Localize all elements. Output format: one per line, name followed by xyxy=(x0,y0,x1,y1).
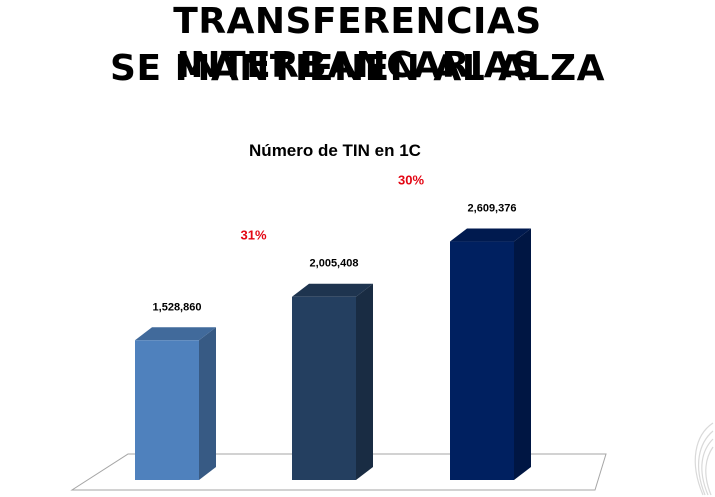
chart-title: Número de TIN en 1C xyxy=(249,141,421,160)
bar-3 xyxy=(450,228,531,480)
decorative-arc-icon xyxy=(694,422,714,496)
growth-label-2: 30% xyxy=(398,173,424,188)
bar-1-side xyxy=(199,327,216,480)
bar-2-top xyxy=(292,283,373,297)
bar-1-front xyxy=(135,340,199,480)
value-label-2: 2,005,408 xyxy=(310,258,359,270)
bar-2-side xyxy=(356,283,373,480)
growth-label-1: 31% xyxy=(240,228,266,243)
bar-3-top xyxy=(450,228,531,242)
bar-2-front xyxy=(292,296,356,480)
bar-1-top xyxy=(135,327,216,341)
value-label-1: 1,528,860 xyxy=(153,301,202,313)
bar-3-side xyxy=(514,228,531,480)
headline-line-2: SE MANTIENEN AL ALZA xyxy=(110,48,605,89)
headline-line-1: TRANSFERENCIAS INTERBANCARIAS xyxy=(173,1,542,86)
bar-3-front xyxy=(450,241,514,480)
bar-1 xyxy=(135,327,216,480)
value-label-3: 2,609,376 xyxy=(468,203,517,215)
bar-2 xyxy=(292,283,373,480)
